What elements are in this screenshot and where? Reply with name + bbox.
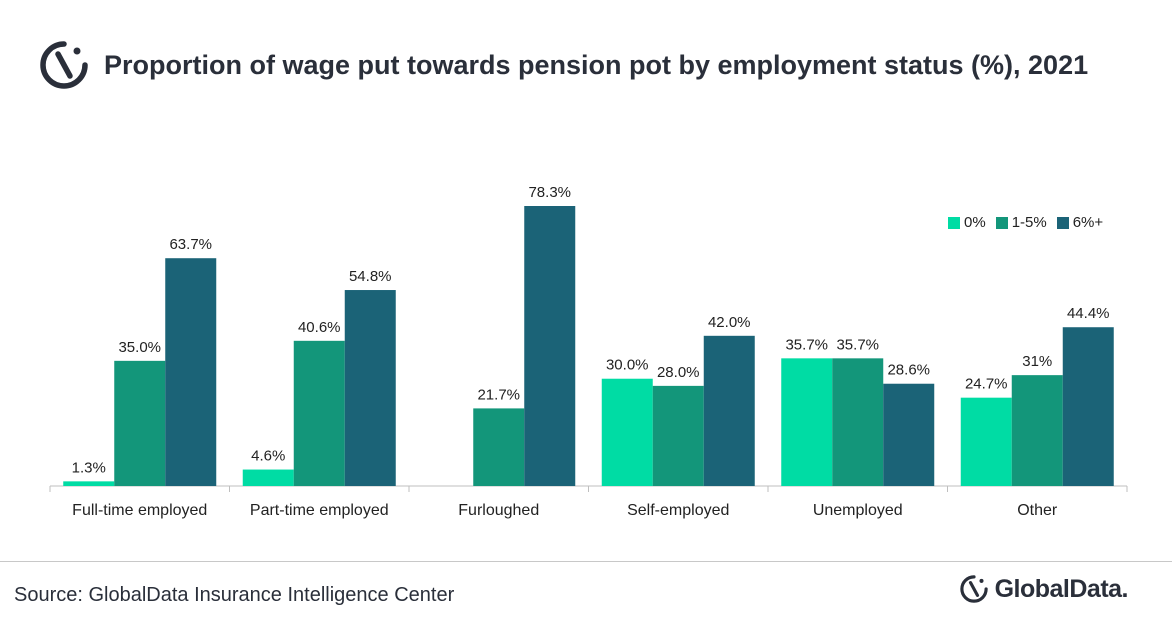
bar-zero: [601, 378, 653, 486]
category-label: Self-employed: [627, 502, 729, 519]
bar-one-to-five: [1011, 375, 1063, 486]
globaldata-logo: GlobalData.: [959, 574, 1129, 604]
category-label: Furloughed: [458, 502, 539, 519]
source-note: Source: GlobalData Insurance Intelligenc…: [14, 584, 455, 606]
bar-six-plus: [703, 335, 755, 486]
legend-label-1: 1-5%: [1011, 214, 1047, 231]
logo-text: GlobalData.: [994, 574, 1129, 603]
chart-title: Proportion of wage put towards pension p…: [104, 49, 1089, 80]
data-label: 35.7%: [785, 336, 828, 353]
category-label: Part-time employed: [250, 502, 389, 519]
bar-one-to-five: [114, 360, 166, 486]
bar-one-to-five: [652, 385, 704, 486]
bar-zero: [960, 397, 1012, 486]
data-label: 44.4%: [1067, 305, 1110, 322]
data-label: 42.0%: [708, 314, 751, 331]
data-label: 35.7%: [836, 336, 879, 353]
data-label: 28.6%: [887, 362, 930, 379]
data-label: 4.6%: [251, 448, 285, 465]
category-label: Other: [1017, 502, 1058, 519]
category-label: Unemployed: [813, 502, 903, 519]
legend-swatch-2: [1056, 216, 1069, 229]
data-label: 24.7%: [965, 376, 1008, 393]
footer-divider: [0, 561, 1172, 562]
data-label: 31%: [1022, 353, 1052, 370]
chart-header: Proportion of wage put towards pension p…: [38, 36, 1088, 94]
data-label: 1.3%: [72, 459, 106, 476]
bar-zero: [63, 481, 115, 486]
bar-one-to-five: [293, 340, 345, 486]
legend-swatch-0: [948, 216, 960, 229]
data-label: 40.6%: [298, 319, 341, 336]
data-label: 21.7%: [477, 386, 520, 403]
globaldata-mark-icon: [40, 41, 88, 89]
bar-zero: [781, 358, 833, 486]
chart-legend: 0% 1-5% 6%+: [948, 214, 1113, 231]
data-label: 78.3%: [528, 184, 571, 201]
data-label: 30.0%: [606, 357, 649, 374]
data-label: 63.7%: [169, 236, 212, 253]
category-label: Full-time employed: [72, 502, 207, 519]
bar-one-to-five: [473, 408, 525, 486]
data-label: 28.0%: [657, 364, 700, 381]
bar-one-to-five: [832, 358, 884, 486]
legend-swatch-1: [995, 216, 1008, 229]
bar-six-plus: [344, 290, 396, 486]
bar-six-plus: [883, 383, 935, 486]
bar-six-plus: [524, 206, 576, 486]
legend-item-2: 6%+: [1056, 214, 1104, 231]
data-label: 54.8%: [349, 268, 392, 285]
legend-label-0: 0%: [964, 214, 986, 231]
globaldata-logo-icon: [959, 575, 988, 603]
legend-item-1: 1-5%: [995, 214, 1047, 231]
legend-item-0: 0%: [948, 214, 986, 231]
bar-six-plus: [165, 258, 217, 486]
legend-label-2: 6%+: [1072, 214, 1104, 231]
data-label: 35.0%: [118, 339, 161, 356]
bar-six-plus: [1062, 327, 1114, 486]
bar-zero: [242, 469, 294, 486]
